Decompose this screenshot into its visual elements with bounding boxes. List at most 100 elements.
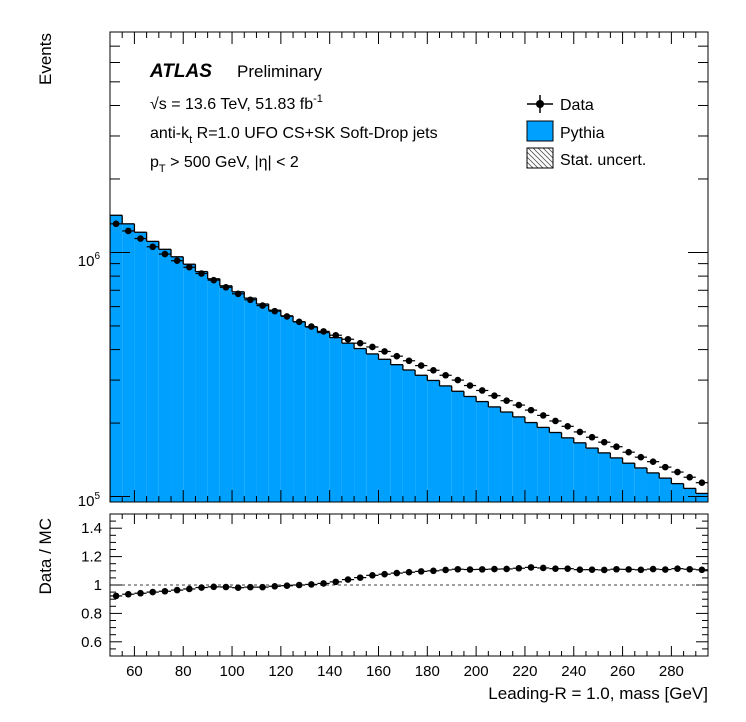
ratio-point <box>381 570 388 578</box>
mc-bar <box>634 467 647 502</box>
data-point <box>308 323 315 330</box>
ratio-point <box>234 584 242 591</box>
ratio-point <box>478 566 486 573</box>
ratio-point <box>247 583 254 591</box>
top-axis-ticks <box>109 31 709 502</box>
ratio-point <box>393 569 401 577</box>
mc-bar <box>451 391 464 502</box>
mc-bar <box>537 427 550 502</box>
mc-bar <box>146 241 159 502</box>
data-point <box>552 417 559 425</box>
data-point <box>588 433 596 441</box>
ratio-point <box>527 564 535 571</box>
data-point <box>381 348 388 355</box>
ratio-ytick-label: 0.6 <box>81 634 102 651</box>
ratio-point <box>686 565 693 573</box>
mc-bar <box>329 337 342 502</box>
mc-bar <box>683 488 696 502</box>
data-point <box>222 283 230 291</box>
ratio-point <box>186 585 193 593</box>
mc-bar <box>402 369 416 502</box>
ratio-point <box>491 565 498 573</box>
data-point <box>405 357 413 365</box>
jet-collection-label: anti-kt R=1.0 UFO CS+SK Soft-Drop jets <box>150 125 438 146</box>
mc-bar <box>439 385 452 502</box>
data-point <box>295 318 303 326</box>
mc-bar <box>659 478 672 502</box>
mc-bar <box>415 375 428 502</box>
ratio-point <box>320 580 327 587</box>
data-point <box>186 263 193 271</box>
ratio-point <box>674 565 681 572</box>
ratio-point <box>344 576 352 583</box>
data-point <box>149 243 157 251</box>
ratio-point <box>637 566 645 574</box>
data-point <box>198 270 205 277</box>
ratio-point <box>308 581 315 588</box>
xtick-label: 100 <box>220 663 245 680</box>
ratio-point <box>161 587 169 595</box>
ratio-point <box>173 586 181 594</box>
status-label: Preliminary <box>237 62 323 81</box>
mc-bar <box>341 343 355 502</box>
ratio-point <box>600 566 608 574</box>
data-point <box>320 328 327 335</box>
data-point <box>491 392 498 399</box>
mc-bar <box>268 310 281 502</box>
top-panel: Events 106 105 ATLAS Preliminary √s = 13… <box>36 31 709 510</box>
data-point <box>247 296 254 304</box>
ratio-point <box>295 581 303 589</box>
ratio-point <box>661 566 669 573</box>
data-point <box>271 307 279 315</box>
ratio-points <box>110 564 708 600</box>
mc-bar <box>378 359 391 502</box>
mc-bar <box>500 412 513 502</box>
top-ylabel: Events <box>36 33 55 85</box>
data-point <box>137 235 144 242</box>
ratio-point <box>564 565 571 572</box>
mc-histogram <box>110 215 708 502</box>
mc-bar <box>524 422 538 502</box>
mc-bar <box>488 406 501 502</box>
selection-label: pT > 500 GeV, |η| < 2 <box>150 154 299 175</box>
mc-bar <box>622 463 635 502</box>
ratio-point <box>137 589 144 597</box>
data-point <box>125 227 132 235</box>
ratio-point <box>283 582 291 590</box>
mc-bar <box>256 303 269 502</box>
data-point <box>686 473 693 481</box>
mc-bar <box>354 348 367 502</box>
data-point <box>698 479 706 486</box>
ratio-ylabel: Data / MC <box>36 518 55 595</box>
ratio-panel: 0.6 0.8 1 1.2 1.4 60 80 100 120 140 160 180 200 220 2… <box>36 513 709 703</box>
data-point <box>637 453 645 461</box>
data-point <box>649 458 657 465</box>
data-point <box>539 412 547 419</box>
ratio-ytick-label: 1 <box>94 577 102 594</box>
xtick-label: 60 <box>126 663 143 680</box>
xtick-label: 220 <box>512 663 537 680</box>
ratio-point <box>698 566 706 574</box>
data-point <box>210 276 218 284</box>
ratio-ytick-label: 1.2 <box>81 549 102 566</box>
mc-bar <box>244 298 257 502</box>
mc-bar <box>695 493 708 502</box>
mc-bar <box>671 483 684 502</box>
data-point <box>173 257 181 265</box>
mc-bar <box>232 291 245 502</box>
data-point <box>417 362 425 369</box>
ratio-point <box>332 578 340 586</box>
x-axis-label: Leading-R = 1.0, mass [GeV] <box>488 684 708 703</box>
ratio-point <box>466 566 474 573</box>
ratio-ytick-label: 1.4 <box>81 520 102 537</box>
ratio-point <box>539 564 547 572</box>
mc-bar <box>598 452 611 502</box>
data-point <box>283 313 291 320</box>
data-point <box>661 463 669 471</box>
mc-bar <box>512 416 525 502</box>
data-point <box>466 382 474 389</box>
mc-bar <box>366 353 379 502</box>
data-points <box>110 220 708 486</box>
xtick-label: 80 <box>175 663 192 680</box>
